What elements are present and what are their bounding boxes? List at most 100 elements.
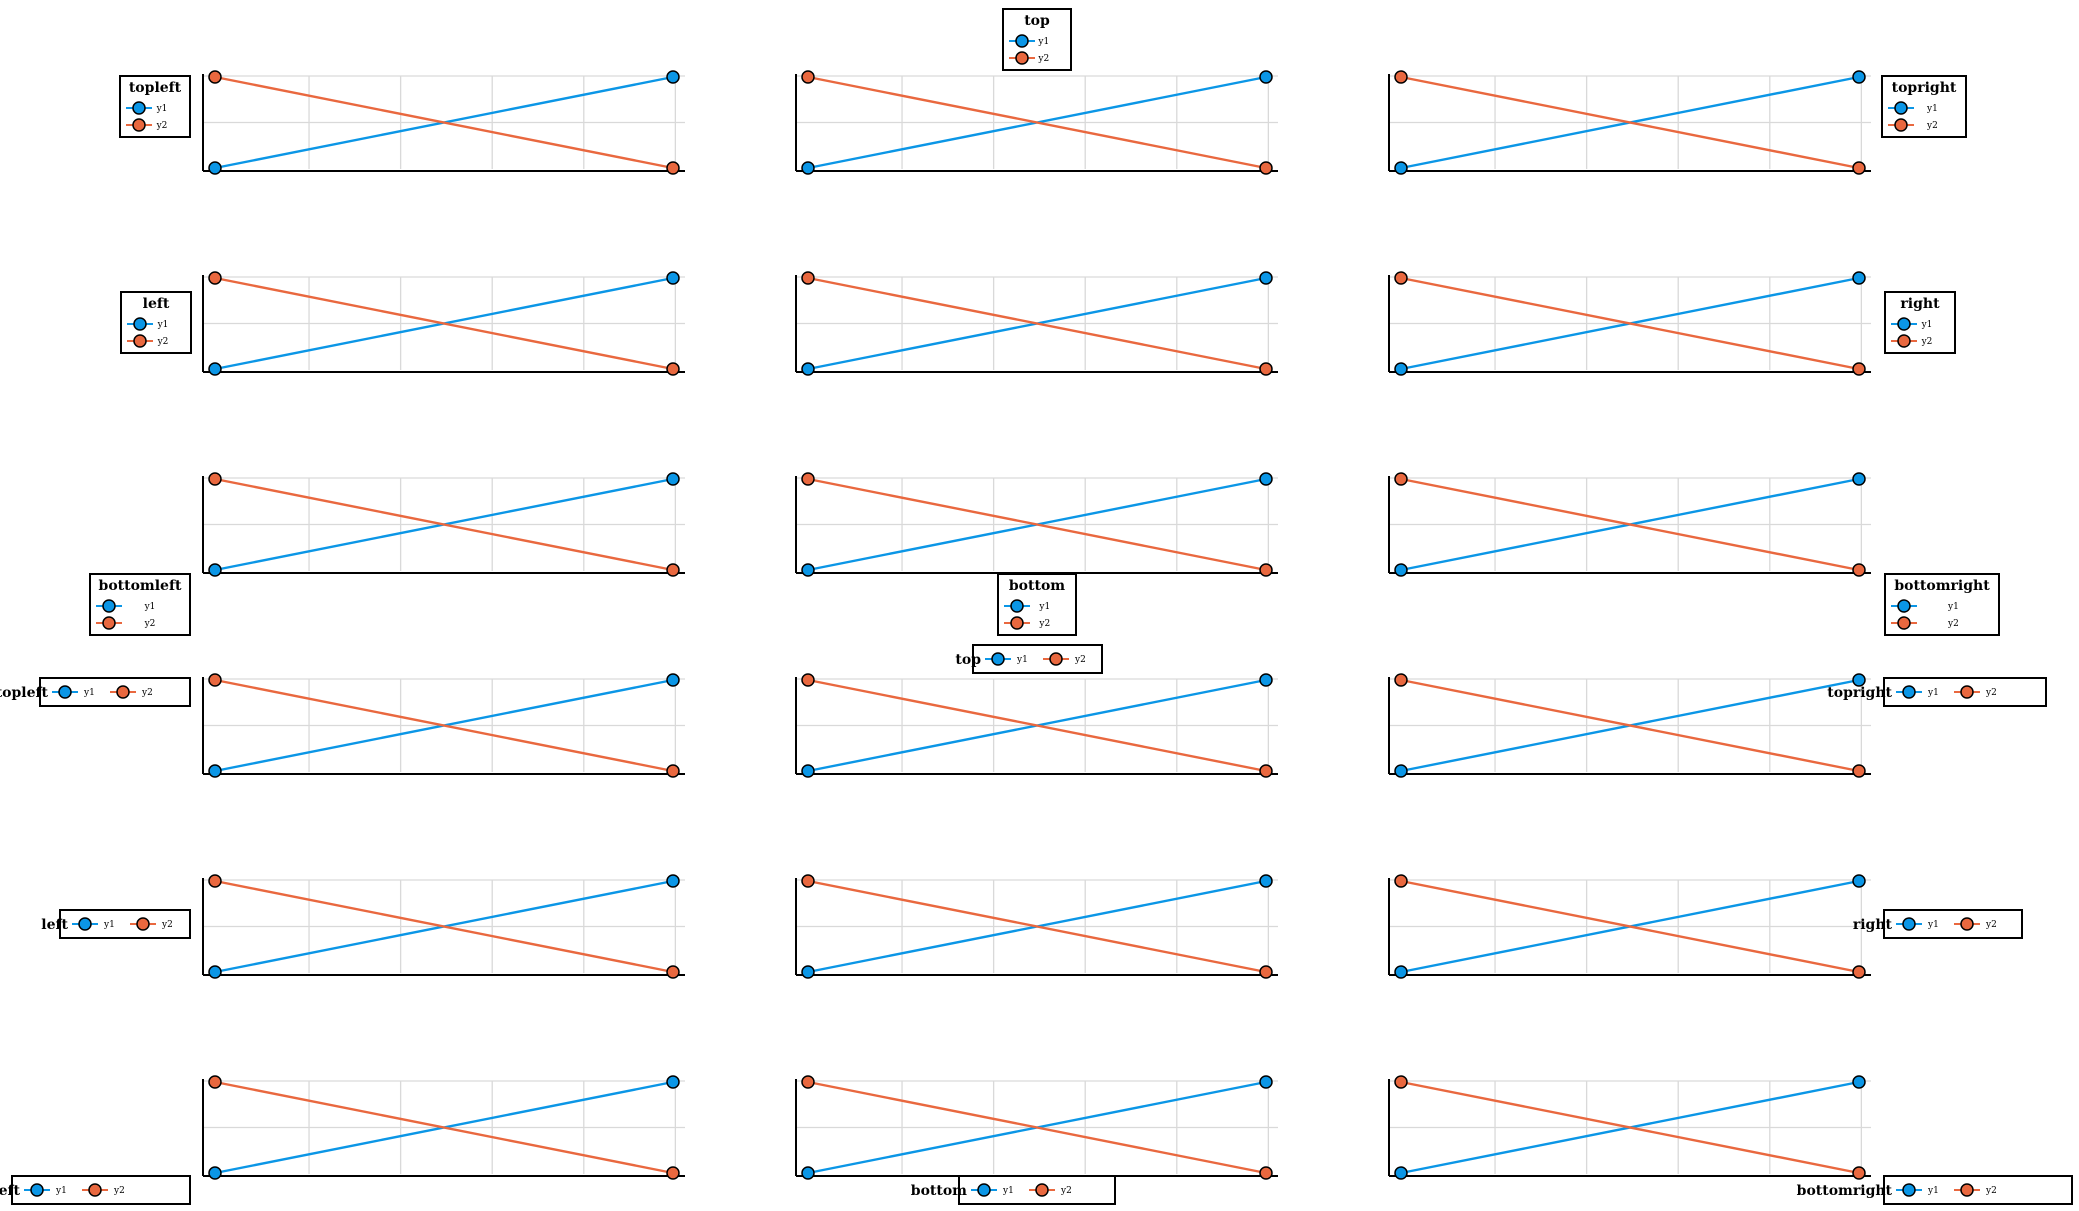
- legend-label-y2: y2: [156, 121, 168, 131]
- legend-marker-y2: [1960, 685, 1974, 699]
- series-line-y2: [214, 276, 674, 371]
- legend-marker-y2: [88, 1183, 102, 1197]
- legend-label-y2: y2: [1926, 121, 1938, 131]
- legend-marker-y1: [132, 101, 146, 115]
- legend-7: bottomleft y1 y2: [89, 573, 191, 636]
- data-point-y1: [801, 1166, 815, 1180]
- data-point-y1: [208, 965, 222, 979]
- data-point-y1: [1394, 1166, 1408, 1180]
- legend-label-y1: y1: [156, 104, 168, 114]
- data-point-y1: [208, 764, 222, 778]
- legend-9: bottomright y1 y2: [1884, 573, 2000, 636]
- data-point-y2: [1259, 563, 1273, 577]
- legend-title: topleft: [129, 80, 182, 96]
- legend-box: [120, 291, 192, 354]
- legend-marker-y1: [977, 1183, 991, 1197]
- data-point-y2: [1394, 874, 1408, 888]
- legend-label-y1: y1: [1927, 920, 1939, 930]
- data-point-y2: [801, 1075, 815, 1089]
- legend-marker-y2: [1049, 652, 1063, 666]
- data-point-y2: [1259, 764, 1273, 778]
- data-point-y1: [801, 161, 815, 175]
- legend-marker-y1: [1894, 101, 1908, 115]
- panel-4: [202, 271, 685, 376]
- data-point-y2: [1259, 1166, 1273, 1180]
- legend-18: bottomright y1 y2: [1797, 1175, 2073, 1205]
- legend-title: right: [1900, 296, 1940, 312]
- legend-label-y1: y1: [1037, 37, 1049, 47]
- data-point-y2: [208, 673, 222, 687]
- panel-8: [795, 472, 1278, 577]
- legend-title: left: [143, 296, 170, 312]
- panel-13: [202, 874, 685, 979]
- legend-marker-y1: [1897, 317, 1911, 331]
- data-point-y1: [1394, 965, 1408, 979]
- data-point-y2: [1259, 362, 1273, 376]
- legend-marker-y2: [136, 917, 150, 931]
- legend-marker-y1: [30, 1183, 44, 1197]
- series-line-y2: [214, 879, 674, 974]
- legend-label-y2: y2: [1074, 655, 1086, 665]
- legend-label-y1: y1: [103, 920, 115, 930]
- legend-marker-y2: [132, 118, 146, 132]
- legend-marker-y2: [102, 616, 116, 630]
- legend-marker-y2: [133, 334, 147, 348]
- legend-3: topright y1 y2: [1881, 75, 1967, 138]
- legend-label-y1: y1: [157, 320, 169, 330]
- data-point-y1: [801, 965, 815, 979]
- panel-14: [795, 874, 1278, 979]
- legend-label-y2: y2: [144, 619, 156, 629]
- data-point-y2: [801, 70, 815, 84]
- legend-label-y2: y2: [1985, 1186, 1997, 1196]
- data-point-y2: [1394, 673, 1408, 687]
- data-point-y1: [801, 563, 815, 577]
- series-line-y2: [1400, 879, 1860, 974]
- legend-1: topleft y1 y2: [119, 75, 191, 138]
- data-point-y2: [1394, 1075, 1408, 1089]
- legend-marker-y2: [1960, 917, 1974, 931]
- legend-box: [1883, 909, 2023, 939]
- legend-label-y2: y2: [161, 920, 173, 930]
- legend-title: bottomleft: [99, 578, 182, 594]
- legend-label-y1: y1: [1002, 1186, 1014, 1196]
- data-point-y1: [1394, 764, 1408, 778]
- legend-box: [1884, 291, 1956, 354]
- series-line-y2: [807, 1080, 1267, 1175]
- legend-marker-y1: [991, 652, 1005, 666]
- data-point-y2: [1259, 161, 1273, 175]
- data-point-y1: [1259, 1075, 1273, 1089]
- panel-11: [795, 673, 1278, 778]
- legend-label-y1: y1: [1927, 688, 1939, 698]
- legend-label-y1: y1: [1947, 602, 1959, 612]
- legend-label-y2: y2: [1947, 619, 1959, 629]
- panel-18: [1388, 1075, 1871, 1180]
- data-point-y1: [208, 1166, 222, 1180]
- series-line-y2: [1400, 678, 1860, 773]
- data-point-y1: [1394, 563, 1408, 577]
- data-point-y1: [666, 1075, 680, 1089]
- legend-label-y1: y1: [55, 1186, 67, 1196]
- legend-label-y2: y2: [141, 688, 153, 698]
- data-point-y1: [1852, 1075, 1866, 1089]
- data-point-y1: [1394, 362, 1408, 376]
- data-point-y2: [1852, 563, 1866, 577]
- data-point-y2: [1852, 161, 1866, 175]
- data-point-y1: [1852, 874, 1866, 888]
- legend-16: bottomleft y1 y2: [0, 1175, 191, 1205]
- data-point-y2: [801, 472, 815, 486]
- legend-title: top: [1024, 13, 1050, 29]
- legend-title: bottomleft: [0, 1183, 21, 1199]
- legend-box: [1002, 8, 1072, 71]
- legend-title: bottom: [1009, 578, 1065, 594]
- series-line-y2: [807, 276, 1267, 371]
- legend-marker-y1: [1902, 685, 1916, 699]
- data-point-y2: [208, 1075, 222, 1089]
- data-point-y1: [801, 362, 815, 376]
- legend-marker-y2: [1897, 616, 1911, 630]
- legend-title: topright: [1892, 80, 1957, 96]
- data-point-y1: [1259, 673, 1273, 687]
- legend-marker-y1: [58, 685, 72, 699]
- data-point-y1: [666, 472, 680, 486]
- panel-2: [795, 70, 1278, 175]
- data-point-y1: [801, 764, 815, 778]
